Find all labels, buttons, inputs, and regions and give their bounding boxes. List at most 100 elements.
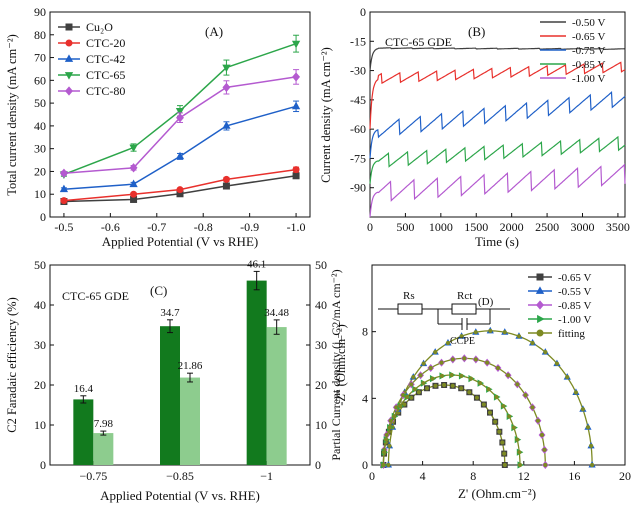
panel-c-y-tick-label: 30 [34,338,46,352]
legend-marker [64,54,74,62]
legend-label-ctc42: -0.55 V [558,286,591,298]
equivalent-circuit: Rs Rct CCPE [378,290,510,347]
panel-d-y-tick-label: 8 [362,325,368,339]
panel-a-y-tick-label: 30 [34,142,46,156]
panel-a-y-tick-label: 50 [34,96,46,110]
panel-d-fit-point [517,462,523,468]
panel-d-fit-point [450,357,455,362]
panel-c-ylabel: C2 Faradaic efficiency (%) [5,297,19,432]
panel-d-fit-point [515,382,520,387]
panel-b-x-tick-label: 1500 [464,220,488,234]
panel-d-fit-point [401,393,406,398]
panel-a-point [176,186,184,194]
panel-d-fit-point [500,440,505,445]
panel-b-x-tick-label: 3000 [571,220,595,234]
panel-a-point [222,64,231,73]
panel-d-fit-point [433,350,438,355]
legend-label-ctc42: CTC-42 [86,52,125,66]
panel-d-fit-point [543,350,548,355]
legend-label-ctc80: CTC-80 [86,84,125,98]
legend-label-ctc80: -1.00 V [572,73,605,85]
panel-c-y-tick-label: 40 [34,298,46,312]
panel-d-fit-point [485,360,490,365]
legend-label-cu2o: -0.50 V [572,17,605,29]
panel-d-fit-point [515,437,520,442]
panel-a-point [291,101,301,110]
panel-a-point [291,40,301,49]
panel-a-x-tick-label: -0.7 [147,220,166,234]
panel-b-y-tick-label: 0 [360,5,366,19]
panel-c-bar-bar_light [93,433,114,465]
panel-d-fit-point [511,425,516,430]
panel-d-fit-point [502,451,507,456]
panel-d-fit-point [424,386,430,391]
panel-a-y-tick-label: 10 [34,187,46,201]
panel-d-y-tick-label: 0 [362,458,368,472]
panel-c-y-tick-label: 50 [34,258,46,272]
panel-d-fit-point [523,393,528,398]
legend-marker [65,39,73,47]
panel-c-y-tick-label: 20 [34,378,46,392]
panel-d-fit-point [501,403,506,409]
panel-d-fit-point [459,373,464,379]
panel-a-point [59,184,69,193]
panel-a-point [292,72,301,82]
panel-b-y-tick-label: -15 [350,34,366,48]
panel-d-x-tick-label: 8 [470,469,476,483]
panel-d-fit-point [428,365,433,371]
panel-b-y-tick-label: -60 [350,122,366,136]
panel-d-fit-point [462,356,467,361]
panel-c-bar-bar_dark [246,280,267,465]
panel-a-xlabel: Applied Potential (V vs RHE) [102,234,258,249]
panel-d-fit-point [530,405,535,410]
panel-b-y-tick-label: -30 [350,64,366,78]
panel-c-y2-tick-label: 30 [315,338,327,352]
panel-a-point [222,121,231,129]
panel-c-ylabel-right: Partial Current density (j_C2/mA cm⁻²) [329,269,343,460]
panel-d-fit-point [487,410,493,415]
panel-a-y-tick-label: 20 [34,164,46,178]
panel-b-x-tick-label: 3500 [606,220,630,234]
panel-c-y2-tick-label: 50 [315,258,327,272]
panel-c-data-label: 34.48 [264,307,289,319]
legend-marker [64,72,74,80]
panel-b-legend: -0.50 V -0.65 V -0.75 V -0.85 V -1.00 V [540,17,605,85]
legend-label-olive: fitting [558,328,585,340]
panel-d-fit-point [433,383,438,388]
panel-c-data-label: 21.86 [178,360,203,372]
panel-d-fit-point [488,328,493,333]
panel-a-label: (A) [205,24,223,39]
panel-b-label: (B) [468,24,485,39]
panel-a-y-tick-label: 60 [34,73,46,87]
panel-d-fit-point [412,387,417,392]
panel-d-fit-point [530,340,535,346]
panel-d-ylabel: -Z'' (Ohm.cm⁻²) [334,324,348,406]
panel-a-point [222,82,231,93]
panel-b-trace-cu2o [369,47,626,71]
panel-d-fit-point [445,340,451,346]
circuit-rs-label: Rs [403,290,415,302]
panel-b-frame [369,11,626,218]
panel-b-x-tick-label: 0 [367,220,373,234]
legend-label-ctc65: -1.00 V [558,314,591,326]
panel-a-y-tick-label: 40 [34,119,46,133]
panel-a-point [292,172,300,180]
panel-d-fit-point [494,394,499,400]
panel-a-y-tick-label: 80 [34,28,46,42]
panel-d-fit-point [481,402,486,407]
panel-d-frame [371,264,626,466]
panel-a-point [222,182,230,190]
panel-d-legend: -0.65 V -0.55 V -0.85 V -1.00 V fitting [528,272,591,340]
panel-d-fit-point [473,330,478,335]
panel-d-fit-point [542,447,547,452]
panel-b-trace-ctc20 [369,61,626,130]
panel-a-point [292,166,300,174]
panel-d-fit-point [416,390,421,395]
legend-marker [536,300,544,310]
panel-a-point [129,179,138,188]
panel-d-fit-point [517,450,522,455]
panel-a-point [130,190,138,198]
panel-d-fit-point [580,407,586,412]
panel-b-annotation: CTC-65 GDE [385,35,452,49]
panel-a-y-tick-label: 70 [34,51,46,65]
